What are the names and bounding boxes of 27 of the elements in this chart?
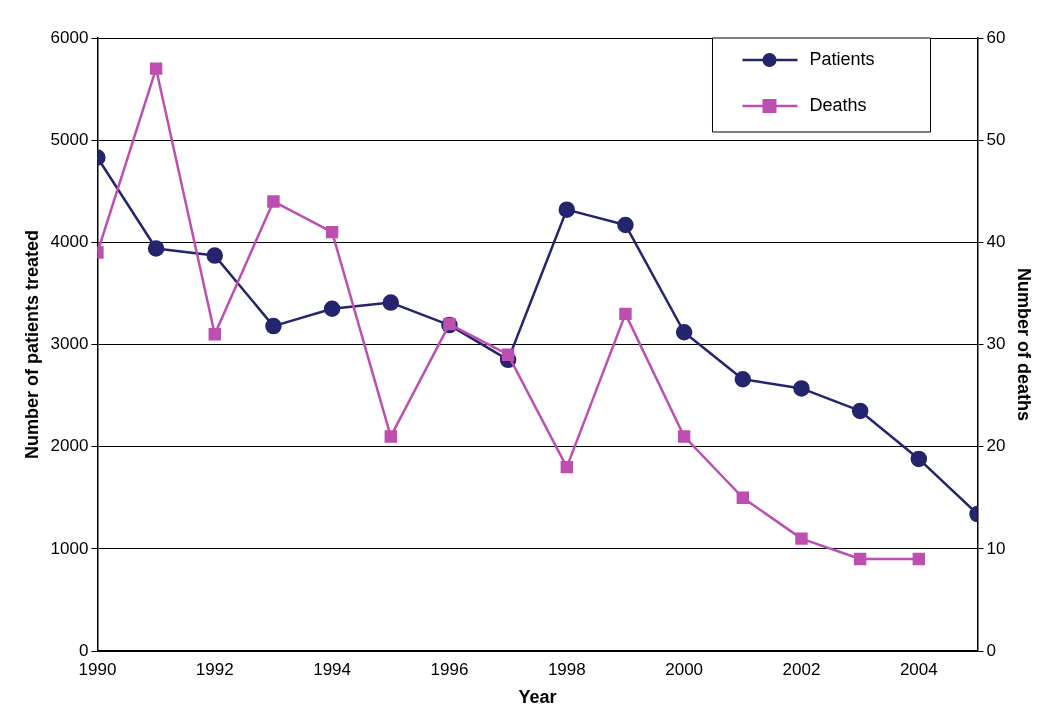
x-tick-label: 1996	[430, 659, 469, 679]
y2-tick-label: 60	[986, 27, 1006, 47]
x-tick-label: 1992	[195, 659, 234, 679]
x-tick-label: 2000	[665, 659, 704, 679]
x-tick-label: 1990	[78, 659, 117, 679]
y-tick-label: 5000	[50, 129, 89, 149]
legend-label: Deaths	[809, 94, 867, 115]
x-tick-label: 1998	[547, 659, 586, 679]
y2-tick-label: 30	[986, 334, 1006, 354]
x-tick-label: 2004	[899, 659, 938, 679]
y-tick-label: 1000	[50, 538, 89, 558]
y2-tick-label: 20	[986, 436, 1006, 456]
y2-tick-label: 0	[986, 640, 996, 660]
legend-label: Patients	[809, 48, 875, 69]
x-tick-label: 1994	[313, 659, 352, 679]
y2-tick-label: 50	[986, 129, 1006, 149]
y-tick-label: 0	[78, 640, 89, 660]
y2-tick-label: 10	[986, 538, 1006, 558]
y-tick-label: 2000	[50, 436, 89, 456]
y2-axis-title: Number of deaths	[1014, 267, 1035, 422]
x-tick-label: 2002	[782, 659, 821, 679]
y-tick-label: 3000	[50, 334, 89, 354]
x-axis-title: Year	[518, 687, 557, 708]
y-axis-title: Number of patients treated	[21, 229, 42, 460]
y-tick-label: 4000	[50, 232, 89, 252]
y-tick-label: 6000	[50, 27, 89, 47]
y2-tick-label: 40	[986, 232, 1006, 252]
